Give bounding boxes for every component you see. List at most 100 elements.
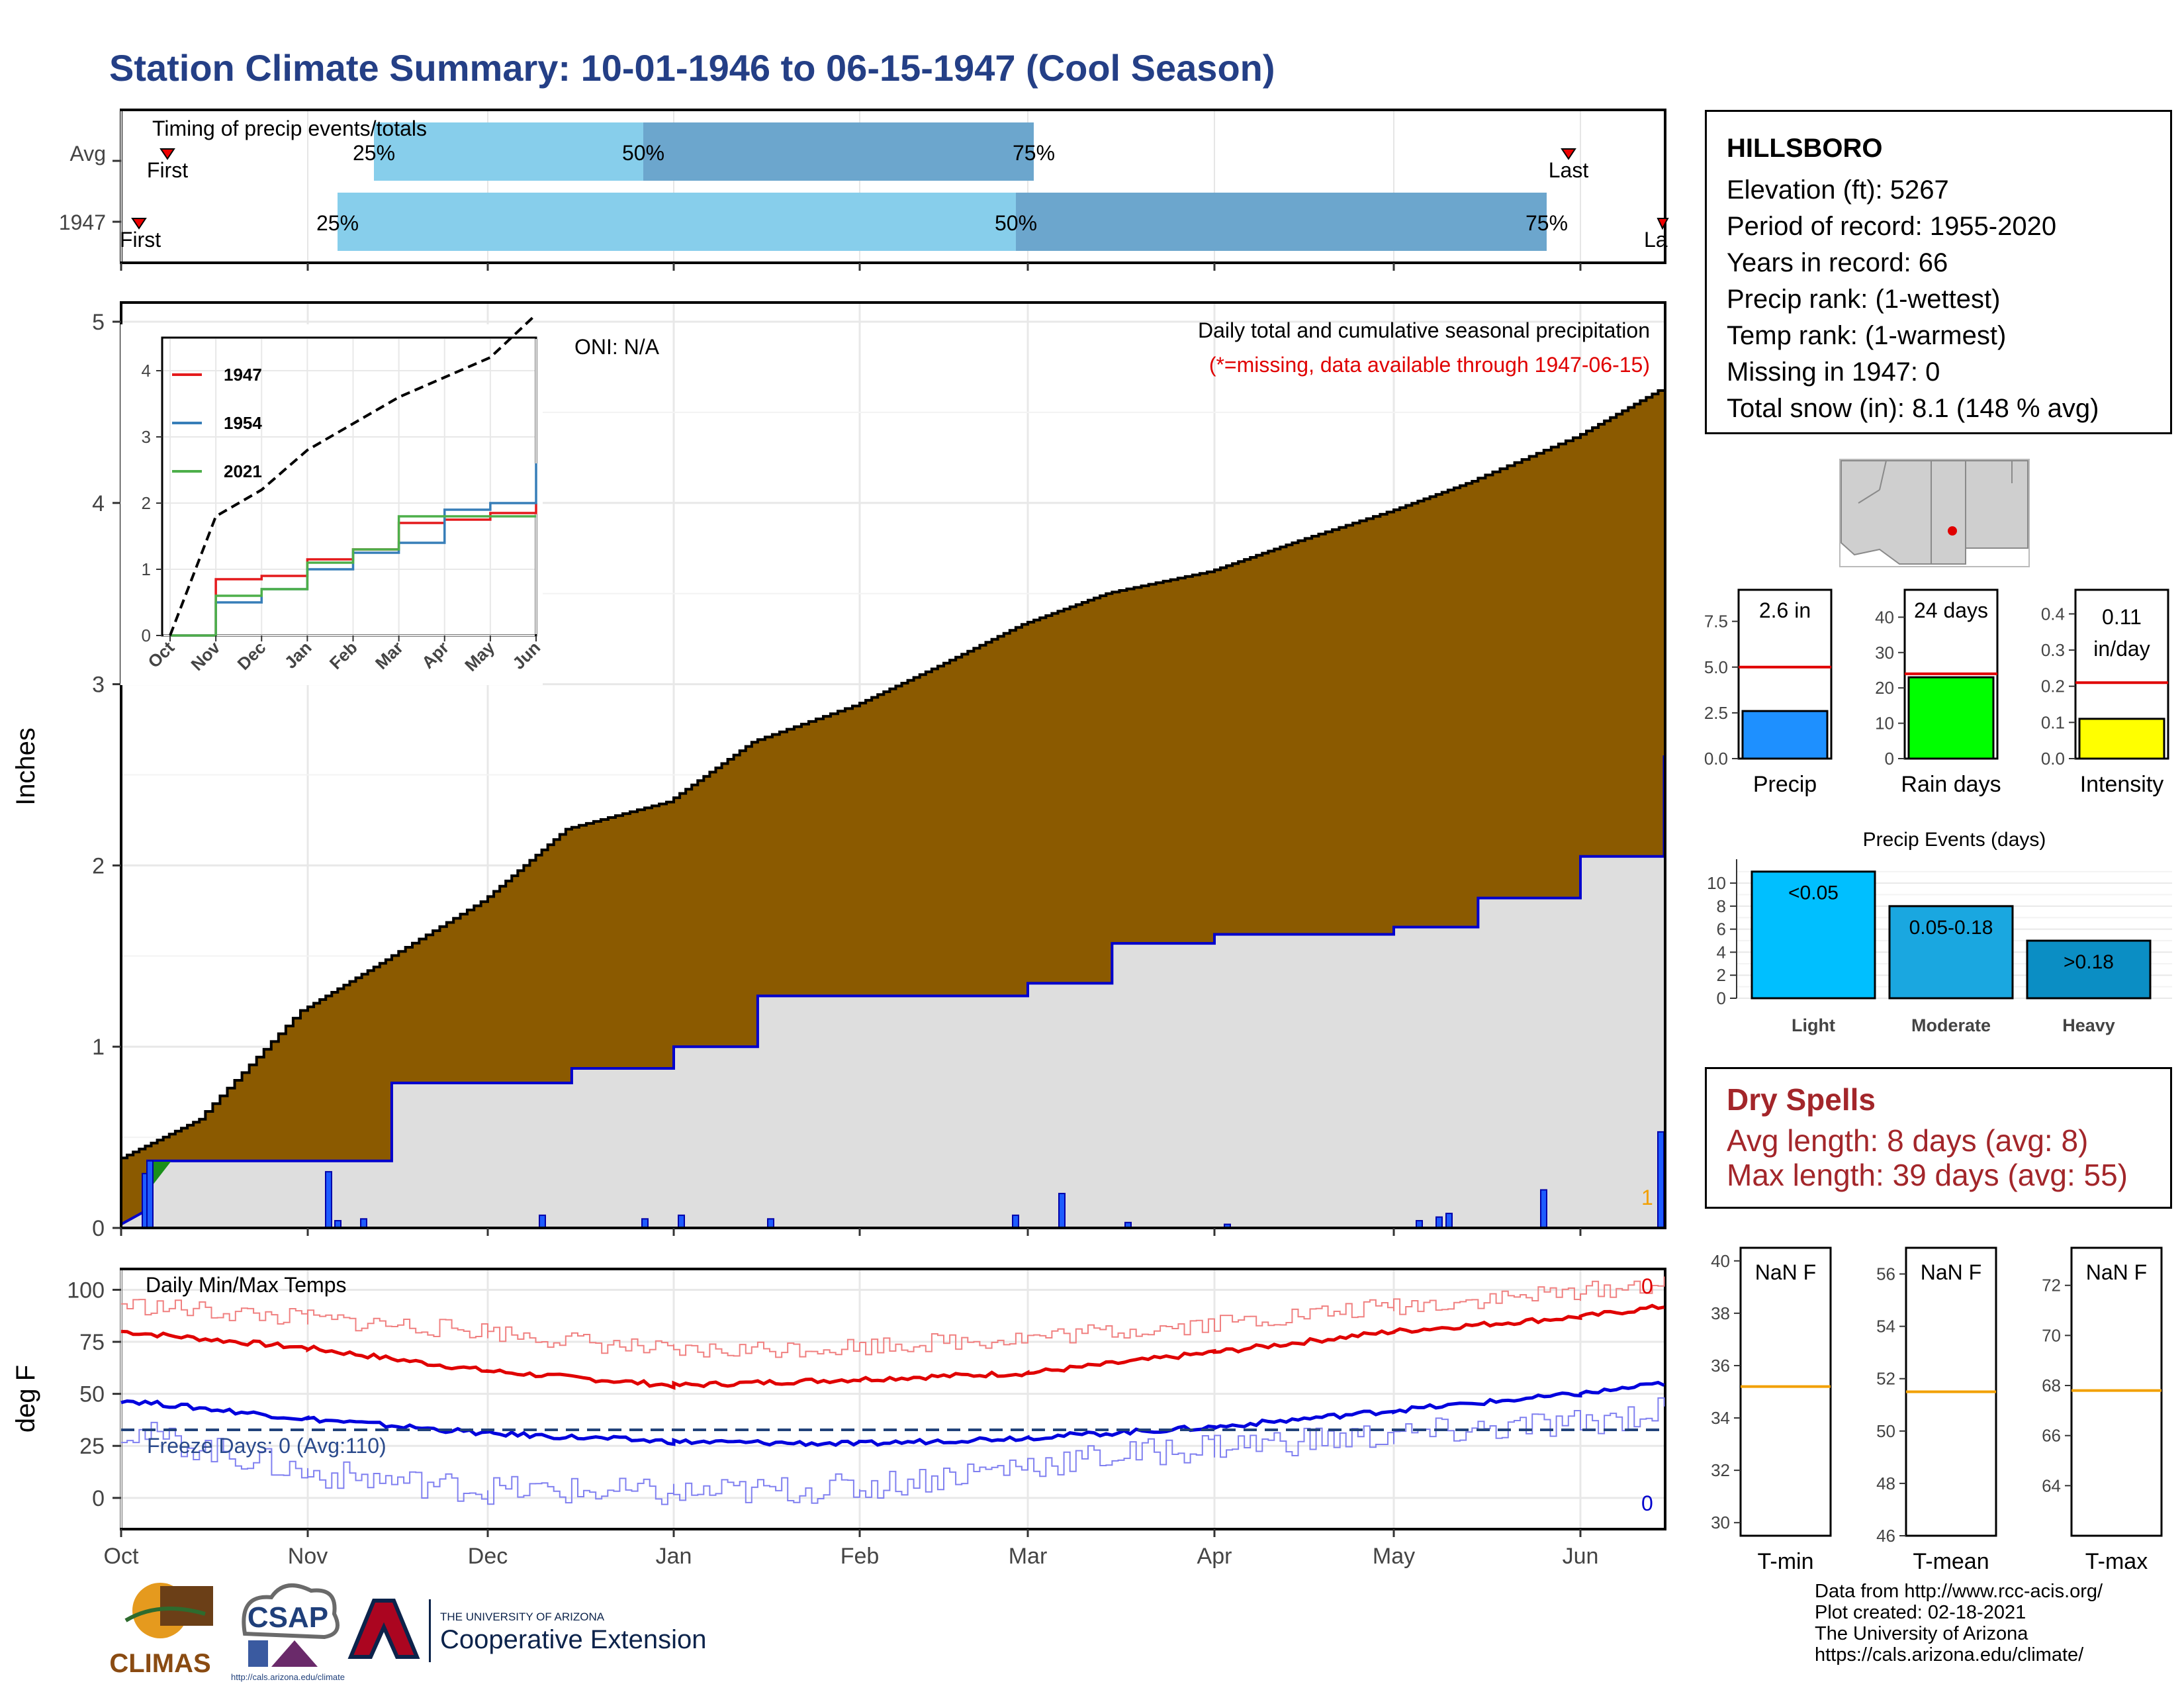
inset-series-2021 <box>170 515 536 637</box>
temp-bar-label: T-max <box>2085 1549 2148 1574</box>
temp-bar-tick: 32 <box>1711 1460 1730 1480</box>
temp-y-tick: 100 <box>67 1278 105 1303</box>
ua-logo: THE UNIVERSITY OF ARIZONA Cooperative Ex… <box>347 1599 706 1662</box>
temp-bar-value: NaN F <box>1921 1260 1981 1284</box>
inset-legend-label: 1954 <box>224 413 262 433</box>
precip-y-tick: 0 <box>92 1216 105 1241</box>
month-x-tick: Apr <box>1197 1544 1232 1569</box>
events-tick: 6 <box>1717 919 1726 939</box>
temp-bar-label: T-min <box>1758 1549 1814 1574</box>
precip-y-tick: 3 <box>92 673 105 698</box>
month-x-tick: Nov <box>288 1544 328 1569</box>
temp-bar-tick: 48 <box>1876 1474 1895 1493</box>
inset-y-tick: 1 <box>142 559 151 579</box>
avg-max-temp-line <box>120 1303 1664 1390</box>
precip-y-tick: 1 <box>92 1035 105 1060</box>
avg-first-label: First <box>147 158 188 182</box>
year-q75: 75% <box>1525 211 1568 235</box>
daily-precip-bar <box>1012 1214 1019 1229</box>
events-category: Light <box>1792 1015 1835 1035</box>
daily-precip-bar <box>1058 1192 1066 1229</box>
min-count: 0 <box>1641 1491 1653 1515</box>
precip-y-tick: 4 <box>92 491 105 516</box>
mini-bar-tick: 5.0 <box>1704 657 1728 677</box>
precip-ylabel: Inches <box>11 727 40 806</box>
mini-bar-label: Rain days <box>1901 772 2001 797</box>
station-missing: Missing in 1947: 0 <box>1727 357 1940 387</box>
station-precip-rank: Precip rank: (1-wettest) <box>1727 285 2001 314</box>
mini-bar-label: Intensity <box>2080 772 2164 797</box>
mini-bar-tick: 0 <box>1885 749 1894 769</box>
events-tick: 10 <box>1707 873 1726 893</box>
year-q50: 50% <box>995 211 1037 235</box>
missing-note: (*=missing, data available through 1947-… <box>1209 353 1650 377</box>
temp-panel-label: Daily Min/Max Temps <box>146 1273 346 1297</box>
month-x-tick: May <box>1373 1544 1415 1569</box>
mini-bar-tick: 0.1 <box>2041 712 2065 732</box>
temp-y-tick: 75 <box>79 1330 105 1355</box>
csap-logo: CSAP http://cals.arizona.edu/climate <box>231 1583 345 1682</box>
logos: CLIMAS CSAP http://cals.arizona.edu/clim… <box>109 1583 706 1682</box>
daily-precip-bar <box>767 1218 774 1229</box>
events-tick: 2 <box>1717 965 1726 985</box>
month-x-tick: Jun <box>1563 1544 1599 1569</box>
csap-url: http://cals.arizona.edu/climate <box>231 1672 345 1682</box>
main-chart-canvas: Timing of precip events/totals Avg 1947 … <box>11 109 1669 1569</box>
footer-created: Plot created: 02-18-2021 <box>1815 1602 2026 1623</box>
temp-bar-value: NaN F <box>2086 1260 2147 1284</box>
temp-bar-tick: 56 <box>1876 1264 1895 1284</box>
daily-precip-bar <box>360 1218 367 1229</box>
mini-bar-tick: 20 <box>1875 678 1894 698</box>
temp-bar-tick: 64 <box>2042 1476 2061 1495</box>
station-name: HILLSBORO <box>1727 134 1883 163</box>
mini-bar-tick: 0.3 <box>2041 640 2065 660</box>
year-quartile-bar-high <box>1016 193 1547 251</box>
avg-quartile-bar-high <box>643 122 1034 181</box>
mini-bar-tick: 0.0 <box>1704 749 1728 769</box>
mini-bar-label: Precip <box>1753 772 1817 797</box>
year-first-marker <box>131 218 147 230</box>
avg-last-label: Last <box>1549 158 1589 182</box>
year-last-label: La <box>1644 228 1668 252</box>
temp-bar-tick: 68 <box>2042 1376 2061 1395</box>
avg-last-marker <box>1561 148 1576 160</box>
daily-precip-bar <box>1445 1213 1453 1229</box>
temp-y-tick: 0 <box>92 1486 105 1511</box>
temp-bar-tick: 36 <box>1711 1356 1730 1376</box>
events-bar-label: 0.05-0.18 <box>1909 917 1993 939</box>
mini-bar-fill <box>1907 676 1995 760</box>
station-snow: Total snow (in): 8.1 (148 % avg) <box>1727 394 2099 423</box>
oni-label: ONI: N/A <box>574 335 660 359</box>
station-info-box: HILLSBORO Elevation (ft): 5267 Period of… <box>1705 110 2172 434</box>
temp-ylabel: deg F <box>11 1365 40 1432</box>
temp-bar-tick: 70 <box>2042 1325 2061 1345</box>
daily-min-temp-line <box>121 1397 1665 1505</box>
year-first-label: First <box>120 228 161 252</box>
csap-text: CSAP <box>248 1601 328 1634</box>
precip-caption: Daily total and cumulative seasonal prec… <box>1198 318 1650 342</box>
precip-panel: Daily total and cumulative seasonal prec… <box>11 301 1666 1241</box>
avg-q75: 75% <box>1013 141 1055 165</box>
month-x-tick: Dec <box>468 1544 508 1569</box>
month-x-tick: Feb <box>841 1544 880 1569</box>
mini-bar-tick: 10 <box>1875 714 1894 733</box>
avg-q25: 25% <box>353 141 395 165</box>
inset-avg-line <box>169 313 537 636</box>
station-period: Period of record: 1955-2020 <box>1727 212 2057 241</box>
page-title: Station Climate Summary: 10-01-1946 to 0… <box>109 47 1275 89</box>
precip-y-tick: 5 <box>92 310 105 335</box>
events-tick: 4 <box>1717 942 1726 962</box>
events-tick: 0 <box>1717 988 1726 1008</box>
events-tick: 8 <box>1717 896 1726 916</box>
timing-row-avg-label: Avg <box>69 142 106 165</box>
temp-bar-label: T-mean <box>1913 1549 1989 1574</box>
temp-bar-tick: 34 <box>1711 1408 1730 1428</box>
year-quartile-bar-low <box>338 193 1017 251</box>
temp-bar-tick: 30 <box>1711 1513 1730 1532</box>
events-title: Precip Events (days) <box>1863 829 2046 851</box>
month-x-tick: Oct <box>104 1544 139 1569</box>
freeze-days-text: Freeze Days: 0 (Avg:110) <box>147 1434 387 1458</box>
mini-bar-tick: 0.4 <box>2041 604 2065 624</box>
ua-big-text: Cooperative Extension <box>440 1625 706 1654</box>
